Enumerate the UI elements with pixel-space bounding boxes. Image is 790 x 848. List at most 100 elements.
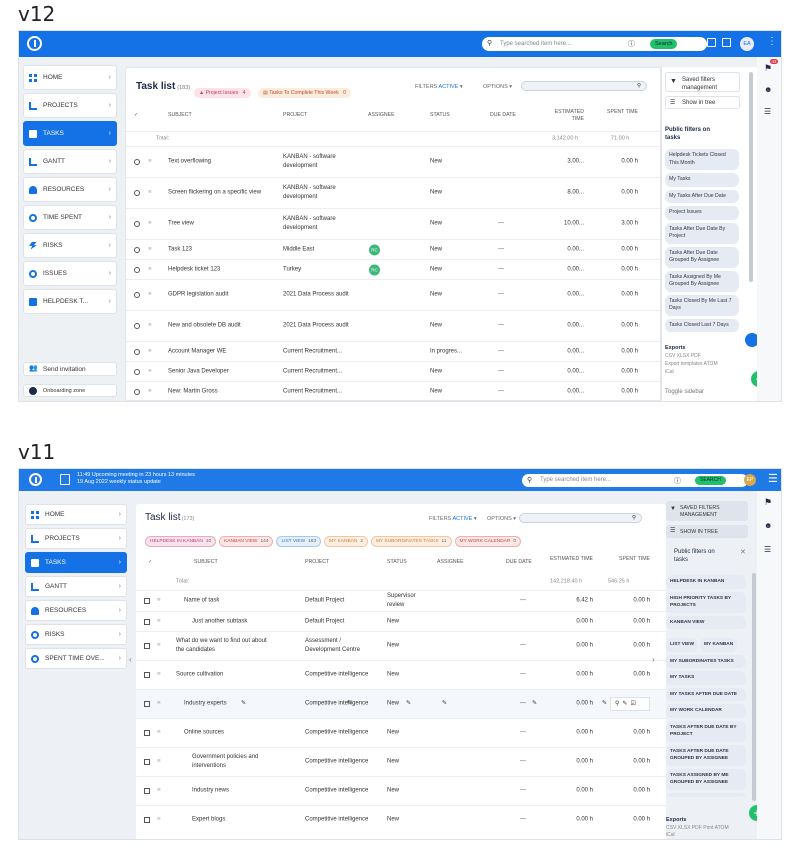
quick-filter-input[interactable]: ⚲: [519, 513, 642, 523]
column-header-due-date[interactable]: DUE DATE: [506, 559, 532, 565]
column-header-assignee[interactable]: ASSIGNEE: [437, 559, 464, 565]
edit-due-date-icon[interactable]: ✎: [532, 700, 538, 707]
drag-handle-icon[interactable]: ≡: [148, 388, 152, 394]
sidebar-item-gantt[interactable]: GANTT ›: [23, 149, 117, 174]
drag-handle-icon[interactable]: ≡: [148, 291, 152, 298]
edit-subject-icon[interactable]: ✎: [241, 700, 247, 707]
cell-subject[interactable]: Account Manager WE: [168, 348, 227, 354]
table-row[interactable]: ≡ Screen flickering on a specific view KAN…: [126, 177, 660, 208]
drag-handle-icon[interactable]: ≡: [157, 618, 161, 624]
help-icon[interactable]: ⓘ: [628, 41, 635, 48]
export-ical[interactable]: iCal: [665, 369, 674, 375]
logo-icon[interactable]: [29, 473, 42, 486]
cell-subject[interactable]: What do we want to find out about the ca…: [176, 638, 267, 653]
column-header-status[interactable]: STATUS: [430, 112, 450, 118]
drag-handle-icon[interactable]: ≡: [148, 348, 152, 354]
public-filter-item[interactable]: MY WORK CALENDAR: [666, 704, 746, 718]
export-icon[interactable]: [722, 38, 731, 47]
public-filter-item[interactable]: Tasks Closed By Me Last 7 Days: [665, 294, 739, 316]
cell-subject[interactable]: Tree view: [168, 220, 194, 227]
drag-handle-icon[interactable]: ≡: [148, 246, 152, 252]
cell-subject[interactable]: Name of task: [184, 597, 220, 604]
public-filter-item[interactable]: Tasks Closed Last 7 Days: [665, 318, 739, 332]
calendar-icon[interactable]: [707, 38, 716, 47]
public-filter-item[interactable]: HIGH PRIORITY TASKS BY PROJECTS: [666, 591, 746, 613]
sidebar-item-home[interactable]: HOME ›: [23, 65, 117, 90]
column-header-subject[interactable]: SUBJECT: [194, 559, 218, 565]
saved-filters-button[interactable]: ▼ SAVED FILTERS MANAGEMENT: [666, 501, 748, 521]
cell-subject[interactable]: New: Martin Gross: [168, 388, 218, 394]
search-button[interactable]: SEARCH: [695, 475, 726, 485]
drag-handle-icon[interactable]: ≡: [157, 642, 161, 649]
column-header-project[interactable]: PROJECT: [283, 112, 308, 118]
table-row[interactable]: ≡ Senior Java Developer Current Recruitmen…: [126, 361, 660, 381]
list-settings-icon[interactable]: ☰: [764, 107, 772, 116]
public-filter-item[interactable]: Tasks After Due Date By Project: [665, 222, 739, 244]
cell-subject[interactable]: Source cultivation: [176, 671, 224, 678]
drag-handle-icon[interactable]: ≡: [157, 597, 161, 604]
filter-pill[interactable]: MY KANBAN 2: [324, 536, 368, 547]
public-filter-item[interactable]: KANBAN VIEW: [666, 615, 746, 629]
filters-toggle[interactable]: FILTERS ACTIVE ▾: [415, 84, 463, 90]
edit-project-icon[interactable]: ✎: [347, 700, 353, 707]
options-toggle[interactable]: OPTIONS ▾: [487, 516, 517, 522]
column-header-due-date[interactable]: DUE DATE: [490, 112, 516, 118]
filter-pill[interactable]: KANBAN VIEW 144: [219, 536, 274, 547]
row-radio[interactable]: [134, 388, 140, 395]
public-filter-item[interactable]: MY TASKS: [666, 671, 746, 685]
options-toggle[interactable]: OPTIONS ▾: [483, 84, 513, 90]
filter-pill[interactable]: LIST VIEW 163: [276, 536, 322, 547]
drag-handle-icon[interactable]: ≡: [157, 729, 161, 736]
public-filter-item[interactable]: MY SUBORDINATES TASKS: [666, 654, 746, 668]
row-checkbox[interactable]: [144, 817, 150, 823]
drag-handle-icon[interactable]: ≡: [157, 758, 161, 765]
cell-subject[interactable]: Text overflowing: [168, 158, 212, 165]
expand-sidebar-icon[interactable]: ›: [652, 655, 655, 664]
row-radio[interactable]: [134, 266, 140, 273]
column-header-spent-time[interactable]: SPENT TIME: [619, 556, 650, 562]
table-row[interactable]: ≡ Helpdesk ticket 123 Turkey New --- 0.00... 0…: [126, 259, 660, 279]
cell-subject[interactable]: Task 123: [168, 246, 193, 252]
close-icon[interactable]: ✕: [740, 549, 746, 556]
sidebar-item-projects[interactable]: PROJECTS ›: [23, 93, 117, 118]
cell-subject[interactable]: GDPR legislation audit: [168, 291, 229, 298]
public-filter-item[interactable]: TASKS CLOSED BY ME LAST 7 DAYS: [666, 792, 746, 797]
filter-pill[interactable]: MY WORK CALENDAR 0: [454, 536, 522, 547]
row-radio[interactable]: [134, 368, 140, 375]
meeting-reminder[interactable]: 11:49 Upcoming meeting in 23 hours 13 mi…: [77, 472, 195, 485]
row-checkbox[interactable]: [144, 598, 150, 604]
filter-pill-tasks-this-week[interactable]: ▤ Tasks To Complete This Week 0: [257, 88, 352, 98]
row-checkbox[interactable]: [144, 618, 150, 625]
row-radio[interactable]: [134, 348, 140, 355]
cell-subject[interactable]: Senior Java Developer: [168, 368, 229, 374]
toggle-sidebar-button[interactable]: Toggle sidebar: [665, 389, 705, 395]
table-row[interactable]: ≡ Industry news Competitive intelligence Ne…: [136, 776, 666, 805]
export-templates[interactable]: Export templates ATOM: [665, 361, 718, 367]
public-filter-item[interactable]: LIST VIEW: [666, 638, 698, 652]
calendar-icon[interactable]: [60, 474, 70, 485]
drag-handle-icon[interactable]: ≡: [148, 220, 152, 227]
drag-handle-icon[interactable]: ≡: [157, 787, 161, 794]
row-radio[interactable]: [134, 323, 140, 329]
filter-pill[interactable]: HELPDESK IN KANBAN 10: [145, 536, 217, 547]
drag-handle-icon[interactable]: ≡: [148, 158, 152, 165]
avatar[interactable]: EP: [744, 474, 756, 486]
public-filter-item[interactable]: TASKS AFTER DUE DATE GROUPED BY ASSIGNEE: [666, 744, 746, 766]
sidebar-item-tasks[interactable]: TASKS ›: [25, 552, 127, 573]
sidebar-item-tasks[interactable]: TASKS ›: [23, 121, 117, 146]
cell-subject[interactable]: Government policies and interventions: [192, 754, 259, 769]
table-row[interactable]: ≡ Just another subtask Default Project New 0…: [136, 611, 666, 631]
cell-subject[interactable]: Expert blogs: [192, 816, 226, 823]
table-row[interactable]: ≡ What do we want to find out about the c…: [136, 631, 666, 660]
help-icon[interactable]: ⓘ: [674, 477, 681, 485]
table-row[interactable]: ≡ Name of task Default Project Supervisor r…: [136, 590, 666, 611]
filters-toggle[interactable]: FILTERS ACTIVE ▾: [429, 516, 477, 522]
drag-handle-icon[interactable]: ≡: [157, 671, 161, 678]
table-row[interactable]: ≡ Tree view KANBAN - software development N…: [126, 208, 660, 239]
select-all-checkbox[interactable]: ✓: [134, 112, 139, 118]
table-row[interactable]: ≡ Industry experts Competitive intelligenc…: [136, 689, 666, 718]
column-header-spent-time[interactable]: SPENT TIME: [607, 109, 638, 115]
row-checkbox[interactable]: [144, 643, 150, 649]
sidebar-item-home[interactable]: HOME ›: [25, 504, 127, 525]
filter-pill-project-issues[interactable]: ▲ Project Issues 4: [194, 88, 251, 98]
